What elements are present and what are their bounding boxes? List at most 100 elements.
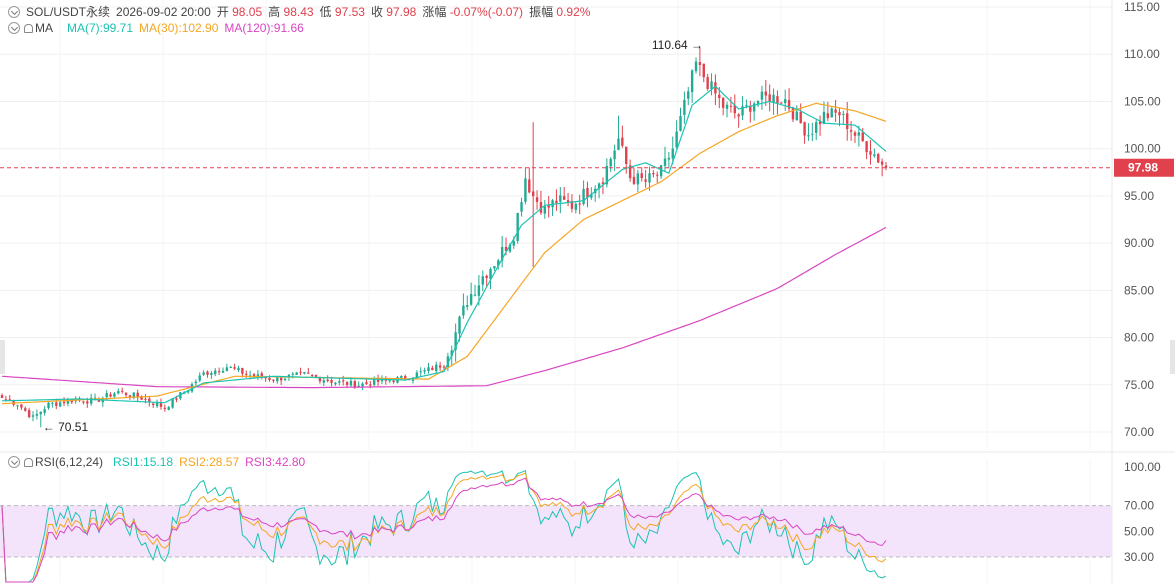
candle-body xyxy=(741,106,744,116)
candle-body xyxy=(659,165,663,177)
rsi-tick-label: 70.00 xyxy=(1124,499,1154,513)
ma7-legend: MA(7):99.71 xyxy=(67,21,134,35)
collapse-chevron-icon[interactable] xyxy=(8,5,20,18)
candle-body xyxy=(369,384,372,386)
candle-body xyxy=(299,371,302,373)
candle-body xyxy=(322,380,326,383)
candle-body xyxy=(528,179,531,193)
candle-body xyxy=(175,398,178,400)
candle-body xyxy=(605,166,609,185)
candle-body xyxy=(830,108,833,118)
candle-body xyxy=(667,157,671,160)
open-label: 开 xyxy=(216,5,229,19)
high-value: 98.43 xyxy=(283,5,314,19)
candle-body xyxy=(47,402,50,409)
current-price-tag xyxy=(1114,158,1174,177)
candle-body xyxy=(725,104,729,109)
candle-body xyxy=(648,173,651,183)
candle-body xyxy=(338,381,341,383)
candle-body xyxy=(120,390,124,392)
candle-body xyxy=(768,94,771,102)
amplitude-label: 振幅 xyxy=(529,5,554,19)
candle-body xyxy=(776,96,779,104)
candle-body xyxy=(733,105,736,114)
candle-body xyxy=(632,176,636,184)
candle-body xyxy=(601,182,605,185)
candle-body xyxy=(384,379,388,381)
candle-body xyxy=(427,367,430,372)
rsi-tick-label: 30.00 xyxy=(1124,550,1154,564)
price-tick-label: 80.00 xyxy=(1124,331,1154,345)
candle-body xyxy=(51,402,54,404)
candle-body xyxy=(636,173,640,185)
candle-body xyxy=(524,178,527,202)
candle-body xyxy=(276,376,279,382)
high-label: 高 xyxy=(268,5,281,19)
candle-body xyxy=(373,379,376,385)
candle-body xyxy=(400,376,403,379)
rsi1-line xyxy=(1,469,887,583)
candle-body xyxy=(82,401,85,403)
candle-body xyxy=(652,173,655,175)
candle-body xyxy=(392,380,395,383)
candle-body xyxy=(861,132,864,142)
candle-body xyxy=(353,381,357,388)
candle-body xyxy=(690,70,694,93)
candle-body xyxy=(477,285,481,296)
candle-body xyxy=(365,382,368,384)
candle-body xyxy=(590,194,593,198)
ma7-line xyxy=(1,85,887,404)
candle-body xyxy=(152,403,155,406)
change-label: 涨幅 xyxy=(422,5,447,19)
candle-body xyxy=(721,97,725,108)
candle-body xyxy=(148,398,151,403)
candle-body xyxy=(749,105,752,112)
ma-collapse-chevron-icon[interactable] xyxy=(8,22,20,34)
candle-body xyxy=(811,133,814,135)
candle-body xyxy=(562,196,566,200)
current-price-label: 97.98 xyxy=(1128,161,1158,175)
candle-body xyxy=(62,401,66,404)
alert-bell-icon[interactable] xyxy=(24,23,33,33)
candle-body xyxy=(136,392,139,398)
moving-average-lines xyxy=(1,85,887,405)
candle-body xyxy=(268,378,271,381)
candle-body xyxy=(55,402,58,406)
candle-body xyxy=(248,375,252,377)
right-scroll-handle[interactable] xyxy=(1170,340,1175,374)
candle-body xyxy=(884,165,888,168)
rsi-band-fill xyxy=(0,505,1112,557)
candle-body xyxy=(698,62,702,65)
candle-body xyxy=(628,165,632,179)
rsi-alert-bell-icon[interactable] xyxy=(24,457,33,467)
candle-body xyxy=(202,372,205,375)
candle-body xyxy=(497,260,500,266)
price-tick-label: 95.00 xyxy=(1124,189,1154,203)
rsi-tick-label: 100.00 xyxy=(1124,460,1161,474)
candle-body xyxy=(880,161,884,165)
candle-body xyxy=(877,154,880,163)
candle-body xyxy=(310,375,314,377)
candle-body xyxy=(621,137,624,146)
candle-body xyxy=(4,399,8,401)
candle-body xyxy=(815,122,818,133)
candle-body xyxy=(504,246,508,251)
rsi-lines xyxy=(1,469,887,583)
candles xyxy=(0,48,888,428)
candle-body xyxy=(272,379,275,381)
candle-body xyxy=(718,94,721,98)
candle-body xyxy=(144,398,147,400)
rsi-collapse-chevron-icon[interactable] xyxy=(8,456,20,468)
ma-label: MA xyxy=(35,21,53,35)
left-scroll-handle[interactable] xyxy=(0,340,5,374)
candle-body xyxy=(431,367,434,371)
ma30-legend: MA(30):102.90 xyxy=(139,21,219,35)
candle-body xyxy=(574,203,578,210)
rsi1-legend: RSI1:15.18 xyxy=(113,455,174,469)
candle-body xyxy=(24,408,27,411)
candle-body xyxy=(520,202,523,212)
candle-body xyxy=(454,332,457,350)
candle-body xyxy=(326,379,329,381)
